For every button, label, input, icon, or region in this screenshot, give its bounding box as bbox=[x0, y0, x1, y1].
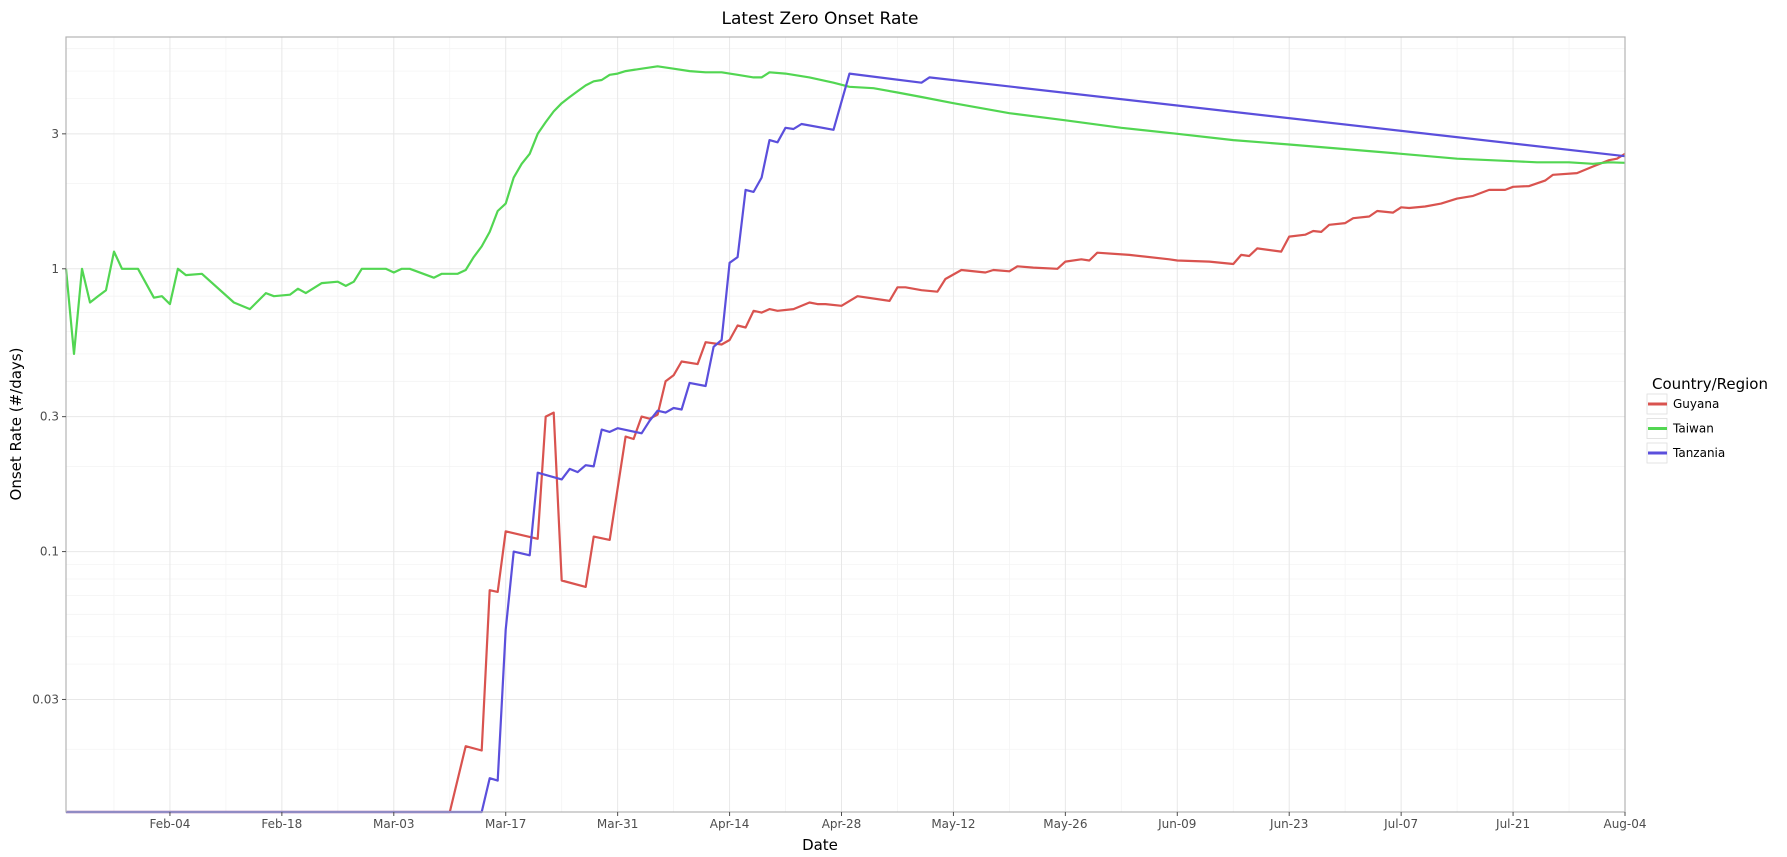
x-tick-label: Jun-23 bbox=[1269, 817, 1308, 831]
series-line-taiwan bbox=[64, 65, 1626, 355]
legend-label-guyana: Guyana bbox=[1673, 397, 1719, 411]
x-tick-label: Feb-18 bbox=[261, 817, 302, 831]
legend-label-tanzania: Tanzania bbox=[1672, 446, 1725, 460]
x-tick-label: Mar-03 bbox=[373, 817, 414, 831]
y-tick-label: 3 bbox=[51, 127, 59, 141]
y-tick-label: 0.3 bbox=[40, 410, 59, 424]
x-tick-label: Jun-09 bbox=[1157, 817, 1196, 831]
x-tick-label: Aug-04 bbox=[1603, 817, 1646, 831]
major-gridlines bbox=[66, 37, 1626, 812]
y-tick-label: 0.03 bbox=[32, 692, 59, 706]
x-tick-label: Mar-17 bbox=[485, 817, 526, 831]
legend-title: Country/Region bbox=[1652, 375, 1768, 393]
y-axis-title: Onset Rate (#/days) bbox=[7, 348, 25, 501]
x-tick-label: Apr-28 bbox=[822, 817, 862, 831]
x-tick-label: Apr-14 bbox=[710, 817, 750, 831]
panel-border bbox=[65, 36, 1626, 813]
y-axis-ticks: 0.03 0.1 0.3 1 3 bbox=[32, 127, 66, 706]
y-tick-label: 0.1 bbox=[40, 545, 59, 559]
x-tick-label: May-12 bbox=[931, 817, 975, 831]
legend-entries: Guyana Taiwan Tanzania bbox=[1646, 393, 1725, 464]
chart-title: Latest Zero Onset Rate bbox=[722, 9, 919, 29]
series-line-guyana bbox=[66, 152, 1626, 814]
y-tick-label: 1 bbox=[51, 262, 59, 276]
x-axis-ticks: Feb-04 Feb-18 Mar-03 Mar-17 Mar-31 Apr-14 Apr-… bbox=[150, 812, 1647, 831]
x-tick-label: Jul-07 bbox=[1383, 817, 1418, 831]
x-tick-label: May-26 bbox=[1043, 817, 1087, 831]
x-axis-title: Date bbox=[802, 836, 838, 854]
series-lines bbox=[64, 65, 1626, 814]
x-tick-label: Feb-04 bbox=[150, 817, 191, 831]
minor-gridlines bbox=[66, 37, 1625, 812]
legend-label-taiwan: Taiwan bbox=[1672, 422, 1714, 436]
series-line-tanzania bbox=[66, 72, 1626, 814]
legend: Country/Region Guyana Taiwan Tanzania bbox=[1646, 375, 1768, 464]
panel-background bbox=[66, 37, 1625, 812]
x-tick-label: Jul-21 bbox=[1495, 817, 1530, 831]
x-tick-label: Mar-31 bbox=[597, 817, 638, 831]
